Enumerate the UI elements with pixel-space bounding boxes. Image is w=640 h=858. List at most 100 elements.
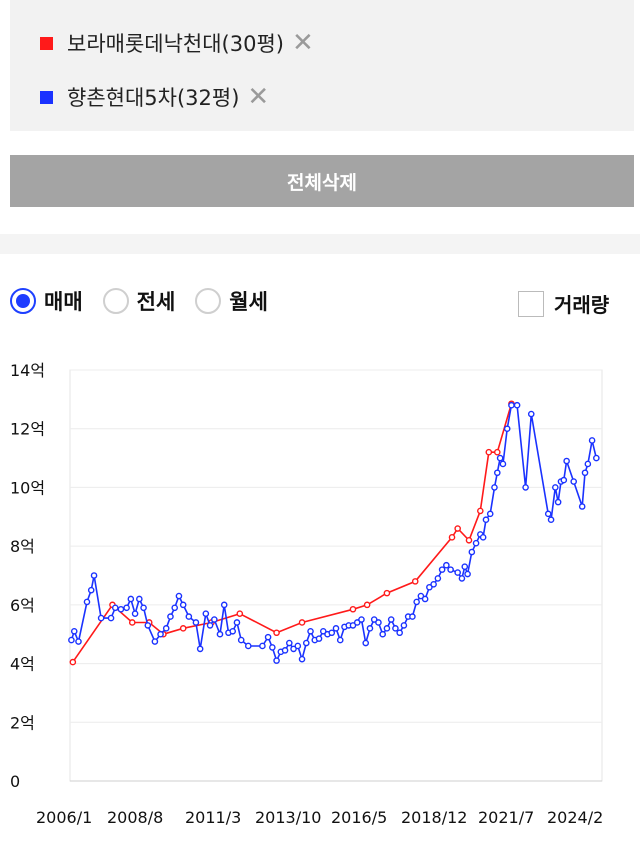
data-point <box>527 410 535 418</box>
data-point <box>151 638 159 645</box>
data-point <box>236 610 244 617</box>
data-point <box>362 639 370 647</box>
data-point <box>136 595 143 603</box>
data-point <box>363 601 371 609</box>
delete-all-button[interactable]: 전체삭제 <box>10 155 634 207</box>
data-point <box>464 570 471 578</box>
legend-item: 향촌현대5차(32평) ✕ <box>40 82 269 112</box>
x-tick-label: 2006/1 <box>36 808 92 827</box>
legend-item: 보라매롯데낙천대(30평) ✕ <box>40 28 314 58</box>
close-icon[interactable]: ✕ <box>292 28 314 58</box>
data-point <box>366 625 374 632</box>
data-point <box>307 627 314 635</box>
data-point <box>97 614 105 622</box>
data-point <box>581 469 589 477</box>
data-point <box>417 592 425 600</box>
data-point <box>192 619 200 626</box>
volume-checkbox[interactable]: 거래량 <box>518 289 609 318</box>
data-point <box>584 460 592 468</box>
data-point <box>87 586 95 594</box>
comparison-legend: 보라매롯데낙천대(30평) ✕ 향촌현대5차(32평) ✕ <box>10 0 634 131</box>
data-point <box>107 614 115 622</box>
data-point <box>69 658 77 666</box>
data-point <box>179 625 187 632</box>
data-point <box>353 619 361 626</box>
data-point <box>438 566 446 573</box>
data-point <box>447 566 454 573</box>
data-point <box>319 627 327 635</box>
data-point <box>290 645 297 653</box>
x-axis-ticks: 2006/1 2008/8 2011/3 2013/10 2016/5 2018/12 20… <box>36 808 603 827</box>
data-point <box>302 639 310 647</box>
data-point <box>328 629 336 637</box>
x-tick-label: 2013/10 <box>255 808 321 827</box>
data-point <box>554 498 562 506</box>
x-tick-label: 2008/8 <box>107 808 163 827</box>
data-point <box>496 454 504 462</box>
data-point <box>443 561 450 569</box>
checkbox-box <box>518 290 544 317</box>
data-point <box>485 448 493 456</box>
data-point <box>175 592 183 600</box>
data-point <box>383 589 391 597</box>
data-point <box>421 595 429 603</box>
data-point <box>68 636 75 644</box>
data-point <box>370 616 378 623</box>
data-point <box>144 622 152 629</box>
data-point <box>117 605 125 613</box>
data-point <box>233 619 241 626</box>
section-divider <box>0 234 640 254</box>
data-point <box>454 525 461 532</box>
data-point <box>392 625 399 632</box>
data-point <box>131 610 139 617</box>
data-point <box>273 629 280 637</box>
data-point <box>522 484 529 491</box>
y-tick-label: 6억 <box>10 596 35 615</box>
data-point <box>458 575 466 582</box>
series-1 <box>68 401 600 664</box>
data-point <box>400 622 408 629</box>
data-point <box>563 457 570 465</box>
radio-label: 월세 <box>229 290 268 314</box>
legend-swatch-blue <box>40 90 53 104</box>
data-point <box>140 604 147 612</box>
price-chart: 0 2억 4억 6억 8억 10억 12억 14억 2006/1 2008/8 2011/3 201… <box>10 361 603 827</box>
data-point <box>127 595 135 603</box>
y-tick-label: 2억 <box>10 713 35 732</box>
y-tick-label: 0 <box>10 772 20 791</box>
data-point <box>332 625 340 632</box>
radio-label: 전세 <box>136 290 176 314</box>
data-point <box>123 604 130 612</box>
data-point <box>349 605 357 613</box>
close-icon[interactable]: ✕ <box>247 82 270 112</box>
data-point <box>196 645 204 653</box>
data-point <box>570 478 578 485</box>
data-point <box>202 610 210 617</box>
chart-series <box>68 400 600 666</box>
data-point <box>70 627 78 635</box>
data-point <box>298 619 306 626</box>
legend-label: 향촌현대5차(32평) <box>67 86 240 110</box>
data-point <box>162 625 170 632</box>
data-point <box>281 647 289 654</box>
radio-jeonse[interactable]: 전세 <box>102 286 176 316</box>
y-tick-label: 14억 <box>10 361 45 380</box>
y-axis-ticks: 0 2억 4억 6억 8억 10억 12억 14억 <box>10 361 45 791</box>
data-point <box>508 401 515 409</box>
data-point <box>244 642 252 650</box>
y-tick-label: 4억 <box>10 655 35 674</box>
series-line <box>72 403 513 663</box>
radio-sale[interactable]: 매매 <box>10 286 83 316</box>
data-point <box>229 627 237 635</box>
data-point <box>167 613 174 620</box>
data-point <box>588 437 596 444</box>
data-point <box>472 539 480 547</box>
chart-grid <box>69 369 603 782</box>
data-point <box>411 578 419 585</box>
data-point <box>264 633 272 641</box>
data-point <box>477 507 484 515</box>
data-point <box>479 534 487 541</box>
data-point <box>461 563 469 570</box>
x-tick-label: 2024/2 <box>547 808 603 827</box>
radio-monthly[interactable]: 월세 <box>195 286 268 316</box>
